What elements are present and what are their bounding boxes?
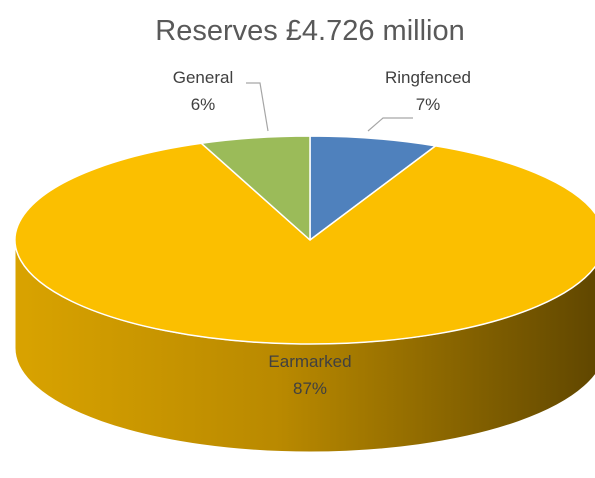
pie-slice-general — [200, 135, 311, 241]
pie-top-layer — [14, 135, 595, 345]
data-label-earmarked-value: 87% — [293, 379, 327, 398]
data-label-ringfenced-value: 7% — [416, 95, 441, 114]
pie-slice-ringfenced — [309, 135, 437, 241]
data-label-earmarked-name: Earmarked — [268, 352, 351, 371]
pie-slice-earmarked — [14, 142, 595, 345]
leader-lines — [246, 82, 413, 132]
chart-title: Reserves £4.726 million — [155, 15, 464, 47]
leader-line-general — [246, 82, 269, 132]
data-label-general-value: 6% — [191, 95, 216, 114]
leader-line-ringfenced — [367, 117, 413, 132]
data-labels: Ringfenced 7% Earmarked 87% General 6% — [173, 68, 471, 398]
data-label-ringfenced-name: Ringfenced — [385, 68, 471, 87]
data-label-general-name: General — [173, 68, 233, 87]
